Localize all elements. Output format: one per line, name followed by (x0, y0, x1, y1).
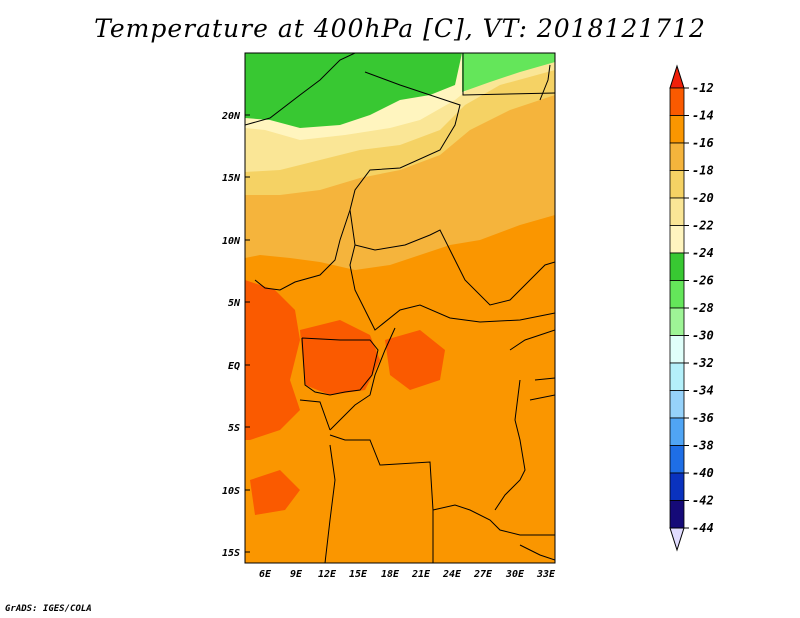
lat-label: 10S (222, 486, 240, 497)
border-line (254, 209, 351, 291)
colorbar-label: -24 (692, 246, 714, 260)
colorbar-label: -12 (692, 81, 714, 95)
border-line (494, 379, 526, 511)
lon-label: 6E (259, 569, 272, 580)
colorbar-label: -22 (692, 219, 714, 233)
border-line (245, 53, 356, 160)
contour-band-minus26 (462, 53, 555, 92)
country-borders (245, 53, 555, 563)
lat-label: 10N (222, 236, 241, 247)
contour-band-minus24 (245, 53, 462, 128)
border-line (349, 244, 555, 331)
chart-title: Temperature at 400hPa [C], VT: 201812171… (94, 14, 706, 43)
contour-band-minus14-east (385, 330, 445, 390)
colorbar-box (669, 87, 685, 116)
colorbar-label: -34 (692, 384, 714, 398)
colorbar-box (669, 417, 685, 446)
lon-label: 33E (536, 569, 556, 580)
colorbar-label: -32 (692, 356, 714, 370)
lat-label: 20N (221, 111, 241, 122)
lon-label: 24E (442, 569, 462, 580)
colorbar-label: -20 (692, 191, 714, 205)
colorbar-label: -16 (692, 136, 714, 150)
colorbar-box (669, 445, 685, 474)
border-line (519, 544, 555, 561)
colorbar-label: -44 (692, 521, 714, 535)
colorbar-box (669, 362, 685, 391)
colorbar: -12 -14 -16 -18 -20 -22 -24 -26 -28 -30 -32 -34 -36 -… (669, 64, 714, 552)
colorbar-label: -18 (692, 164, 714, 178)
lon-label: 15E (349, 569, 368, 580)
colorbar-arrow-bottom (669, 527, 685, 552)
border-line (509, 329, 555, 351)
border-line (462, 53, 555, 96)
lon-label: 27E (473, 569, 493, 580)
lon-label: 30E (505, 569, 525, 580)
border-line (299, 399, 331, 431)
filled-contours (245, 53, 555, 563)
border-line (529, 394, 555, 401)
lat-label: 5S (228, 423, 240, 434)
colorbar-label: -28 (692, 301, 714, 315)
lon-axis: 6E 9E 12E 15E 18E 21E 24E 27E 30E 33E (259, 569, 556, 580)
lon-label: 12E (318, 569, 337, 580)
border-line (301, 337, 379, 396)
colorbar-box (669, 335, 685, 364)
colorbar-box (669, 390, 685, 419)
contour-band-minus14-west (245, 280, 300, 440)
colorbar-box (669, 142, 685, 171)
colorbar-label: -14 (692, 109, 714, 123)
colorbar-box (669, 197, 685, 226)
lat-axis: 20N 15N 10N 5N EQ 5S 10S 15S (221, 111, 250, 559)
lon-label: 9E (290, 569, 303, 580)
lat-label: 15N (222, 173, 241, 184)
credit-text: GrADS: IGES/COLA (5, 604, 92, 614)
colorbar-box (669, 472, 685, 501)
colorbar-box (669, 500, 685, 529)
border-line (329, 327, 396, 431)
lat-label: 15S (222, 548, 240, 559)
colorbar-box (669, 307, 685, 336)
map-frame (244, 52, 556, 564)
lon-label: 21E (411, 569, 431, 580)
border-line (539, 64, 551, 101)
contour-band-minus14-south (250, 470, 300, 515)
colorbar-label: -26 (692, 274, 714, 288)
colorbar-label: -40 (692, 466, 714, 480)
colorbar-label: -38 (692, 439, 714, 453)
lon-label: 18E (381, 569, 400, 580)
colorbar-box (669, 115, 685, 144)
border-line (324, 444, 336, 563)
lat-label: 5N (228, 298, 241, 309)
colorbar-box (669, 170, 685, 199)
border-line (349, 71, 555, 306)
colorbar-arrow-top (669, 64, 685, 89)
border-line (534, 377, 555, 381)
colorbar-box (669, 252, 685, 281)
border-line (329, 434, 555, 536)
colorbar-label: -42 (692, 494, 714, 508)
colorbar-box (669, 280, 685, 309)
colorbar-label: -36 (692, 411, 714, 425)
colorbar-label: -30 (692, 329, 714, 343)
colorbar-box (669, 225, 685, 254)
lat-label: EQ (228, 361, 240, 372)
